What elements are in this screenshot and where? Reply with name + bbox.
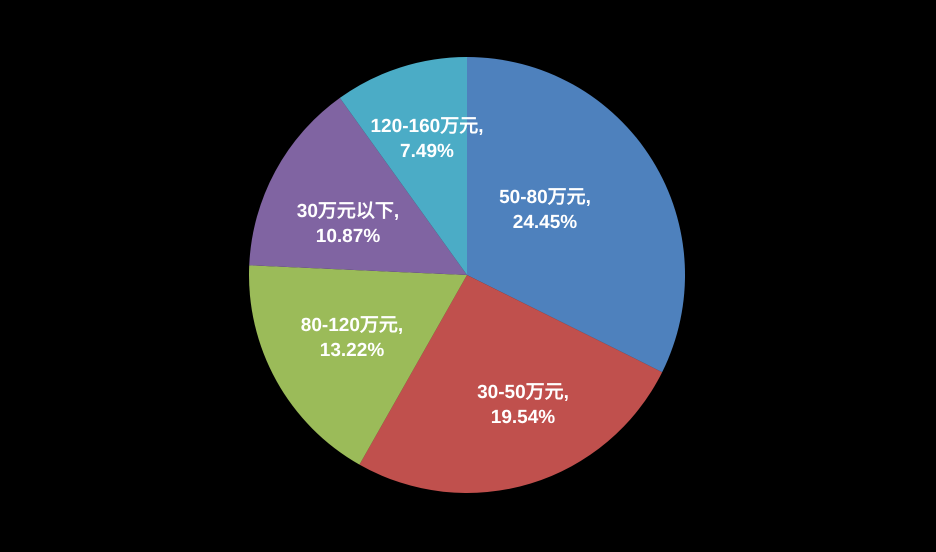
pie-slice-label: 30万元以下, 10.87% [297, 199, 399, 249]
pie-slice-label-percent: 13.22% [319, 340, 385, 361]
pie-slice-label: 30-50万元, 19.54% [477, 380, 569, 430]
pie-slice[interactable] [359, 275, 663, 494]
pie-slice[interactable] [248, 265, 467, 465]
pie-slice[interactable] [339, 56, 467, 275]
pie-slice-label-percent: 24.45% [512, 212, 578, 233]
pie-slice[interactable] [249, 97, 467, 275]
pie-slice-label-percent: 10.87% [315, 226, 381, 247]
pie-slice-label-category: 30-50万元, [477, 382, 569, 403]
pie-slice-label-category: 50-80万元, [499, 187, 591, 208]
pie-slice-label: 80-120万元, 13.22% [301, 313, 403, 363]
pie-slice-label: 120-160万元, 7.49% [370, 114, 483, 164]
pie-slice-label-percent: 19.54% [490, 407, 556, 428]
pie-slice-label: 50-80万元, 24.45% [499, 185, 591, 235]
pie-slice-group [248, 56, 686, 494]
pie-slice-label-category: 80-120万元, [300, 315, 404, 336]
pie-slice-label-category: 30万元以下, [296, 201, 400, 222]
pie-slice-label-category: 120-160万元, [370, 116, 484, 137]
pie-slice-label-percent: 7.49% [400, 141, 454, 162]
pie-slice[interactable] [467, 57, 686, 373]
